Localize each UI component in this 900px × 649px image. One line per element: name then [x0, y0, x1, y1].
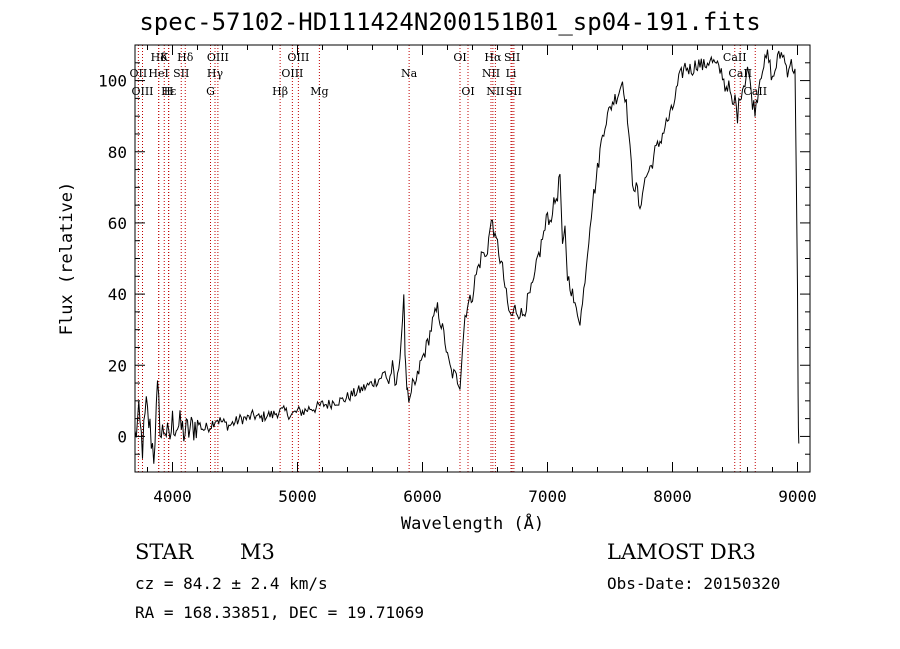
spectral-line-label: OII [130, 67, 148, 80]
chart-title: spec-57102-HD111424N200151B01_sp04-191.f… [139, 8, 761, 36]
spectral-line-label: Hα [484, 51, 502, 64]
spectral-subclass: M3 [240, 540, 275, 564]
spectral-line-label: Hβ [272, 85, 288, 98]
x-tick-label: 4000 [153, 487, 192, 506]
axes-layer: 4000 5000 6000 7000 8000 9000 0 20 40 60 80 100 [98, 44, 817, 506]
plot-frame [134, 44, 811, 473]
spectral-line-label: CaII [743, 85, 767, 98]
x-tick-label: 9000 [778, 487, 817, 506]
spectrum-flux-line [134, 49, 800, 464]
coordinates: RA = 168.33851, DEC = 19.71069 [135, 603, 424, 622]
spectral-line-label: NII [486, 85, 504, 98]
y-tick-label: 100 [98, 72, 127, 91]
spectral-line-label: OIII [287, 51, 309, 64]
spectral-line-label: SII [504, 51, 520, 64]
y-axis-label: Flux (relative) [57, 182, 77, 336]
x-axis-label: Wavelength (Å) [401, 512, 544, 534]
x-tick-label: 7000 [528, 487, 567, 506]
spectral-line-label: HeI [148, 67, 168, 80]
survey-name: LAMOST DR3 [607, 540, 756, 564]
spectral-line-label: Hδ [151, 51, 168, 64]
spectral-line-label: SII [173, 67, 189, 80]
spectral-line-label: OIII [131, 85, 153, 98]
x-tick-label: 5000 [278, 487, 317, 506]
y-tick-label: 20 [108, 356, 127, 375]
spectral-line-label: Hγ [207, 67, 224, 80]
redshift-velocity: cz = 84.2 ± 2.4 km/s [135, 574, 328, 593]
spectral-line-label: G [206, 85, 215, 98]
spectral-lines-layer [137, 45, 756, 472]
y-tick-label: 60 [108, 214, 127, 233]
spectral-line-label: K [160, 51, 169, 64]
spectral-line-label: SII [506, 85, 522, 98]
spectral-line-label: OIII [281, 67, 303, 80]
spectral-line-label: H [164, 85, 174, 98]
spectral-line-label: OI [461, 85, 474, 98]
spectral-line-label: Na [401, 67, 418, 80]
object-type: STAR [135, 540, 194, 564]
x-tick-label: 6000 [403, 487, 442, 506]
y-tick-label: 80 [108, 143, 127, 162]
spectral-line-label: Hε [161, 85, 177, 98]
spectral-line-label: CaII [723, 51, 747, 64]
spectral-line-label: Li [506, 67, 517, 80]
spectral-line-label: OI [453, 51, 466, 64]
y-tick-label: 0 [117, 427, 127, 446]
spectral-line-label: OIII [207, 51, 229, 64]
x-tick-label: 8000 [653, 487, 692, 506]
observation-date: Obs-Date: 20150320 [607, 574, 781, 593]
y-tick-label: 40 [108, 285, 127, 304]
spectral-line-label: NII [482, 67, 500, 80]
spectral-line-label: Hδ [177, 51, 194, 64]
spectral-line-label: Mg [310, 85, 328, 98]
